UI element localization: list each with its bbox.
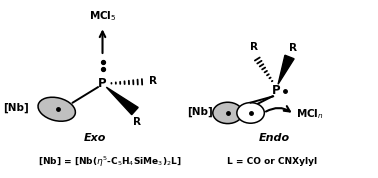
Text: [Nb] = [Nb($\eta^5$-C$_5$H$_4$SiMe$_3$)$_2$L]: [Nb] = [Nb($\eta^5$-C$_5$H$_4$SiMe$_3$)$…	[38, 155, 182, 169]
Text: Endo: Endo	[259, 133, 290, 143]
Text: Exo: Exo	[84, 133, 106, 143]
Text: R: R	[133, 117, 141, 127]
Text: R: R	[149, 76, 157, 86]
Text: [Nb]: [Nb]	[187, 107, 212, 117]
Text: MCl$_5$: MCl$_5$	[89, 9, 116, 23]
Text: P: P	[98, 77, 107, 90]
Text: L = CO or CNXylyl: L = CO or CNXylyl	[227, 157, 318, 166]
Text: P: P	[272, 84, 280, 97]
Text: R: R	[250, 42, 259, 52]
Polygon shape	[106, 87, 138, 115]
Text: MCl$_n$: MCl$_n$	[296, 108, 323, 121]
Ellipse shape	[213, 102, 243, 124]
Text: [Nb]: [Nb]	[3, 102, 29, 112]
Polygon shape	[278, 55, 294, 84]
Ellipse shape	[38, 97, 75, 121]
Text: R: R	[288, 43, 297, 53]
Ellipse shape	[237, 103, 264, 123]
